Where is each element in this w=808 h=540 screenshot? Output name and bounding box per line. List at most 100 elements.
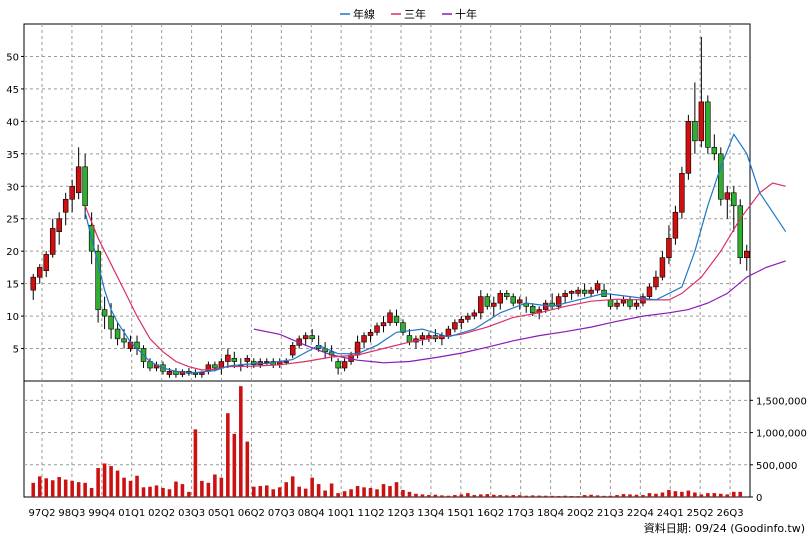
candle-body [199, 372, 205, 375]
candle-body [406, 335, 413, 343]
volume-bar [576, 496, 580, 497]
x-tick-0: 97Q2 [29, 508, 56, 519]
volume-bar [615, 495, 619, 497]
candle [75, 147, 82, 200]
candle-body [283, 361, 289, 363]
volume-bar [290, 476, 295, 497]
volume-bar [712, 493, 717, 497]
volume-bar [31, 482, 36, 497]
x-tick-12: 12Q3 [388, 508, 415, 519]
candle [387, 309, 393, 326]
candle-body [653, 276, 659, 288]
volume-bar [303, 488, 308, 497]
candle [56, 212, 62, 245]
volume-bar [141, 487, 146, 497]
x-tick-4: 02Q2 [148, 508, 175, 519]
x-tick-23: 26Q3 [717, 508, 744, 519]
x-tick-10: 10Q1 [328, 508, 355, 519]
candle-body [114, 328, 121, 340]
candle [510, 293, 516, 307]
candle-body [627, 299, 633, 307]
candle [43, 251, 49, 278]
volume-bar [498, 495, 503, 497]
volume-bar [355, 486, 360, 497]
candle-body [478, 296, 484, 314]
candle [581, 283, 588, 297]
volume-bar [226, 413, 230, 497]
volume-bar [401, 489, 405, 497]
volume-bar [63, 479, 68, 497]
volume-bar [479, 494, 483, 497]
volume-bar [680, 491, 684, 497]
volume-bar [621, 494, 626, 497]
candle [192, 369, 199, 378]
ma-three-line [84, 182, 786, 371]
candle [718, 147, 724, 206]
x-tick-20: 22Q4 [627, 508, 654, 519]
candle [36, 264, 43, 284]
legend-label-2: 十年 [455, 7, 477, 21]
volume-bar [517, 495, 522, 497]
candle-body [231, 357, 238, 362]
candle-body [419, 335, 426, 340]
volume-bar [239, 386, 243, 497]
volume-bar [504, 495, 509, 497]
volume-bar [673, 491, 678, 497]
candle-body [101, 309, 108, 317]
volume-bar [602, 495, 606, 497]
volume-bar [693, 492, 697, 497]
volume-bar [70, 480, 74, 497]
price-panel [23, 23, 751, 382]
candle [341, 358, 348, 372]
volume-bar [277, 487, 282, 497]
volume-bar [511, 495, 516, 497]
volume-bar [102, 463, 107, 497]
candle-body [581, 289, 588, 294]
candle-body [744, 250, 750, 258]
candle [516, 296, 523, 310]
candle-body [568, 291, 575, 294]
candle-body [400, 322, 406, 333]
volume-bar [232, 433, 237, 497]
volume-bar [329, 483, 334, 497]
candle-body [510, 296, 516, 304]
candle [62, 192, 69, 226]
axis-ticks: 5 10 15 20 25 30 35 40 45 50 0 500,000 1,000,000 1,50… [6, 52, 807, 519]
price-tick-8: 45 [6, 85, 19, 96]
grid-lines [24, 24, 750, 497]
candle [692, 82, 698, 154]
price-tick-6: 35 [6, 150, 19, 161]
ma-ten-line [253, 260, 786, 364]
volume-bar [135, 475, 139, 497]
volume-bar [732, 491, 736, 497]
volume-bar [122, 477, 126, 497]
candle [95, 244, 101, 323]
x-tick-14: 15Q1 [447, 508, 474, 519]
candle-body [393, 315, 400, 323]
volume-bar [440, 495, 444, 497]
volume-bar [381, 484, 386, 497]
candle-body [212, 364, 218, 369]
candle [731, 186, 737, 232]
candle [698, 36, 705, 148]
volume-bar [492, 494, 496, 497]
candle-body [711, 147, 718, 155]
x-tick-7: 06Q2 [238, 508, 265, 519]
candle [465, 312, 471, 323]
candle [458, 316, 465, 330]
candle [737, 199, 744, 265]
candle-body [529, 306, 536, 314]
volume-bar [310, 477, 314, 497]
volume-bar [245, 441, 250, 497]
price-tick-0: 5 [13, 345, 19, 356]
candle-body [620, 299, 627, 304]
volume-bar [524, 495, 528, 497]
candle-body [374, 325, 380, 333]
volume-bar [316, 484, 321, 497]
volume-bar [394, 482, 399, 497]
candle-body [516, 299, 523, 304]
volume-bar [206, 482, 211, 497]
candle-body [731, 192, 737, 207]
volume-bar [50, 480, 55, 497]
volume-bar [608, 495, 613, 497]
